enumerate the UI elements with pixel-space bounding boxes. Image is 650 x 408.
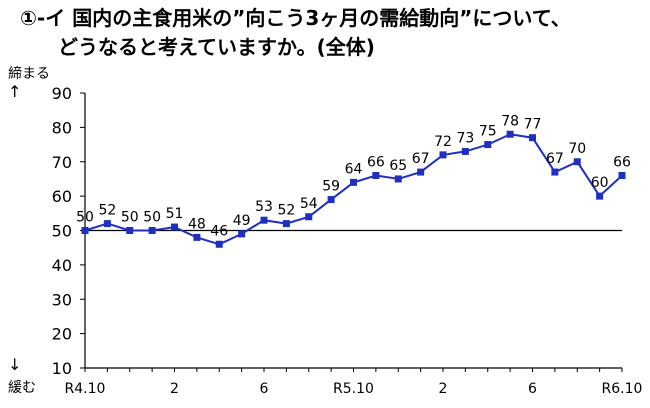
- data-point: [148, 227, 156, 234]
- data-point: [193, 233, 201, 241]
- y-tick-label: 80: [52, 118, 72, 137]
- y-tick-label: 40: [52, 256, 72, 275]
- y-tick-label: 20: [52, 325, 72, 344]
- data-label: 70: [568, 141, 586, 157]
- y-tick-label: 50: [52, 222, 72, 241]
- data-label: 50: [76, 210, 94, 226]
- y-tick-label: 70: [52, 153, 72, 172]
- data-label: 66: [367, 155, 385, 171]
- data-point: [439, 151, 447, 159]
- data-point: [126, 227, 134, 234]
- y-tick-label: 10: [52, 359, 72, 378]
- data-label: 72: [434, 134, 452, 150]
- x-tick-label: 6: [528, 381, 537, 397]
- data-point: [171, 223, 178, 231]
- data-label: 75: [479, 124, 497, 140]
- up-arrow-icon: ↑: [8, 82, 22, 101]
- data-point: [573, 158, 581, 166]
- x-tick-label: 6: [260, 381, 269, 397]
- data-label: 67: [546, 151, 564, 167]
- x-tick-label: 2: [170, 381, 179, 397]
- data-label: 53: [255, 199, 273, 215]
- data-label: 73: [456, 130, 474, 146]
- x-tick-label: 2: [439, 381, 448, 397]
- data-label: 50: [143, 210, 161, 226]
- data-label: 46: [210, 223, 228, 239]
- down-arrow-icon: ↓: [8, 355, 22, 374]
- data-label: 52: [277, 203, 295, 219]
- data-label: 64: [345, 161, 363, 177]
- chart-title-line1: ①-イ 国内の主食用米の”向こう3ヶ月の需給動向”について、: [20, 6, 571, 30]
- data-label: 54: [300, 196, 318, 212]
- data-label: 52: [98, 203, 116, 219]
- data-label: 65: [389, 158, 407, 174]
- data-label: 48: [188, 216, 206, 232]
- data-point: [484, 141, 492, 149]
- data-point: [215, 240, 223, 248]
- data-label: 78: [501, 113, 519, 129]
- data-label: 59: [322, 179, 340, 195]
- data-label: 77: [524, 117, 542, 133]
- chart-title: ①-イ 国内の主食用米の”向こう3ヶ月の需給動向”について、 どうなると考えてい…: [6, 4, 646, 62]
- data-label: 49: [233, 213, 251, 229]
- data-label: 50: [121, 210, 139, 226]
- data-point: [238, 230, 246, 238]
- data-point: [596, 192, 604, 200]
- data-point: [81, 227, 89, 234]
- data-point: [506, 130, 514, 138]
- x-tick-label: R4.10: [65, 381, 106, 397]
- data-point: [282, 220, 290, 228]
- chart-title-line2: どうなると考えていますか。(全体): [58, 35, 375, 59]
- y-top-label: 締まる: [8, 66, 50, 82]
- data-point: [417, 168, 425, 176]
- data-point: [551, 168, 559, 176]
- data-label: 67: [412, 151, 430, 167]
- data-point: [305, 213, 313, 221]
- y-tick-label: 60: [52, 187, 72, 206]
- data-label: 66: [613, 155, 631, 171]
- data-label: 60: [591, 175, 609, 191]
- data-label: 51: [166, 206, 184, 222]
- data-point: [461, 147, 469, 155]
- y-tick-label: 90: [52, 84, 72, 103]
- data-point: [394, 175, 402, 183]
- data-point: [529, 134, 536, 142]
- data-point: [103, 220, 111, 228]
- data-point: [350, 178, 357, 186]
- y-tick-label: 30: [52, 290, 72, 309]
- y-bottom-label: 緩む: [8, 380, 36, 396]
- data-point: [260, 216, 268, 224]
- series-line: [84, 133, 623, 246]
- data-point: [618, 172, 626, 179]
- x-tick-label: R6.10: [602, 381, 643, 397]
- data-point: [372, 172, 380, 179]
- data-point: [327, 196, 335, 204]
- x-tick-label: R5.10: [333, 381, 374, 397]
